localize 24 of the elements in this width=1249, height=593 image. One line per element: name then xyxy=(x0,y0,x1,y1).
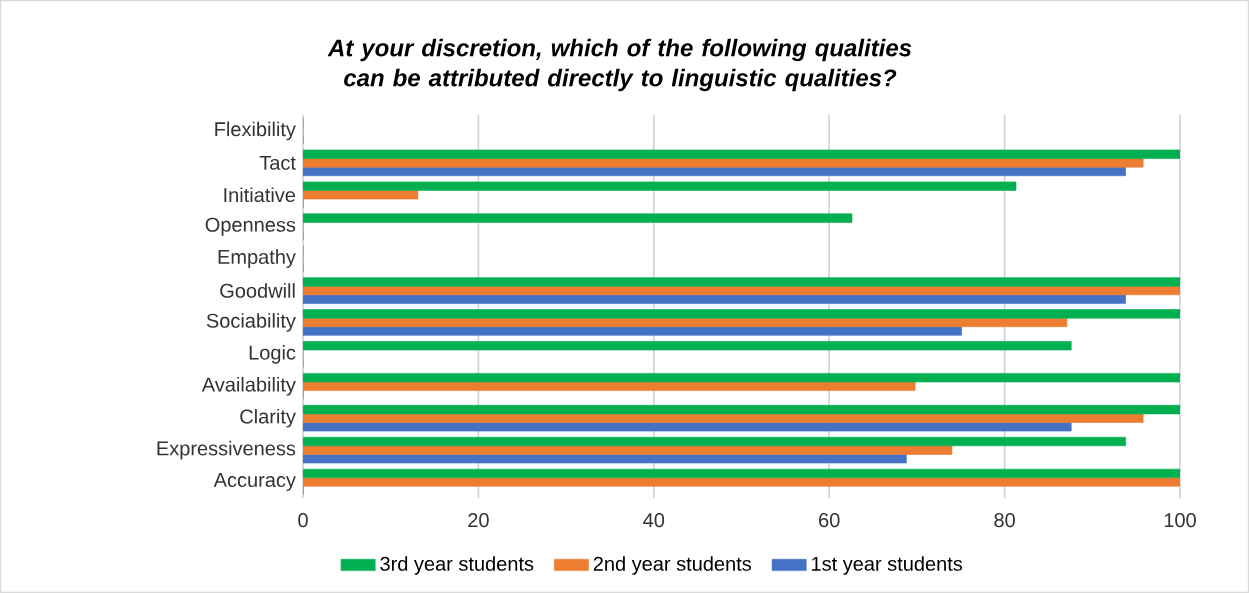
y-tick-label: Sociability xyxy=(206,313,296,332)
y-tick-label: Expressiveness xyxy=(157,440,296,460)
legend-label: 2nd year students xyxy=(593,556,752,575)
legend-label: 3rd year students xyxy=(380,556,534,575)
x-tick-label: 40 xyxy=(643,513,665,528)
y-tick-label: Flexibility xyxy=(215,121,296,141)
y-tick-label: Availability xyxy=(201,376,296,396)
y-tick-label: Logic xyxy=(249,345,296,364)
bar xyxy=(303,294,1126,304)
y-tick-label: Initiative xyxy=(224,187,296,203)
x-tick-label: 60 xyxy=(819,513,840,528)
y-tick-label: Clarity xyxy=(240,408,296,428)
y-tick-label: Empathy xyxy=(218,249,296,268)
x-tick-label: 80 xyxy=(994,513,1015,528)
y-tick-label: Accuracy xyxy=(213,473,296,491)
x-tick-label: 20 xyxy=(468,513,489,528)
y-tick-label: Goodwill xyxy=(220,283,295,298)
x-tick-label: 0 xyxy=(298,513,308,528)
y-tick-label: Openness xyxy=(205,217,296,236)
bar xyxy=(303,326,962,336)
y-tick-label: Tact xyxy=(259,155,296,170)
legend-label: 1st year students xyxy=(812,556,963,575)
x-tick-label: 100 xyxy=(1164,513,1196,528)
chart-title: At your discretion, which of the following qualities can be attributed directly to linguistic qualities? xyxy=(327,38,912,92)
